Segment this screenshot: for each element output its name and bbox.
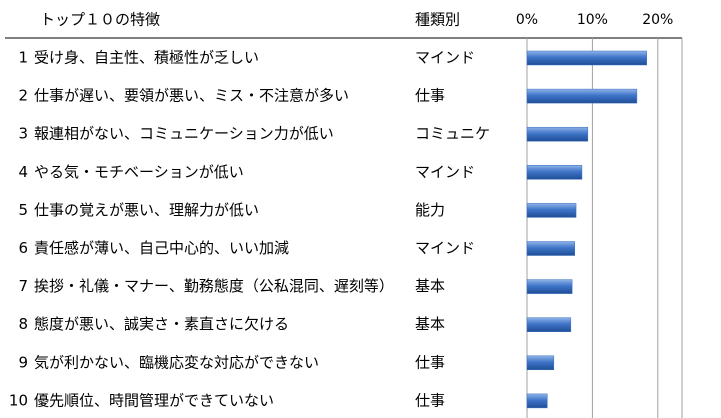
type-label: 基本 [415,315,445,333]
rank: 5 [18,201,28,219]
rank: 8 [18,315,28,333]
rank: 10 [9,391,28,409]
rank: 7 [18,277,28,295]
item-label: 仕事の覚えが悪い、理解力が低い [34,201,259,219]
bar [526,126,589,142]
item-label: やる気・モチベーションが低い [34,163,244,181]
type-label: マインド [415,163,475,181]
type-label: 仕事 [415,391,445,409]
x-tick-label: 0% [516,12,538,28]
item-label: 責任感が薄い、自己中心的、いい加減 [34,239,289,257]
item-label: 優先順位、時間管理ができていない [34,391,274,409]
x-tick-label: 20% [642,12,673,28]
type-label: 基本 [415,277,445,295]
bar [526,203,577,218]
rank: 1 [18,49,28,67]
rank: 2 [18,87,28,105]
bar [526,279,573,294]
x-tick-label: 10% [577,12,608,28]
type-label: マインド [415,239,475,257]
bar [526,317,572,332]
item-label: 態度が悪い、誠実さ・素直さに欠ける [34,315,289,333]
rank: 4 [18,163,28,181]
bar [526,355,555,371]
rows: 受け身、自主性、積極性が乏しい仕事が遅い、要領が悪い、ミス・不注意が多い報連相が… [34,49,394,410]
rank: 6 [18,239,28,257]
item-label: 挨拶・礼儀・マナー、勤務態度（公私混同、遅刻等） [34,277,394,295]
item-label: 報連相がない、コミュニケーション力が低い [34,125,334,143]
item-label: 受け身、自主性、積極性が乏しい [34,49,259,67]
item-label: 気が利かない、臨機応変な対応ができない [34,353,319,371]
header-type: 種類別 [415,11,460,29]
type-label: 仕事 [415,87,445,105]
bar [526,88,638,104]
rank: 3 [18,125,28,143]
header-item: トップ１０の特徴 [40,11,160,29]
type-label: コミュニケ [415,125,490,143]
bar [526,50,647,66]
type-label: マインド [415,49,475,67]
type-label: 能力 [415,201,445,219]
bar [526,241,575,256]
type-label: 仕事 [415,353,445,371]
rank: 9 [18,353,28,371]
item-label: 仕事が遅い、要領が悪い、ミス・不注意が多い [34,87,349,105]
bar [526,165,583,180]
bar [526,393,548,409]
